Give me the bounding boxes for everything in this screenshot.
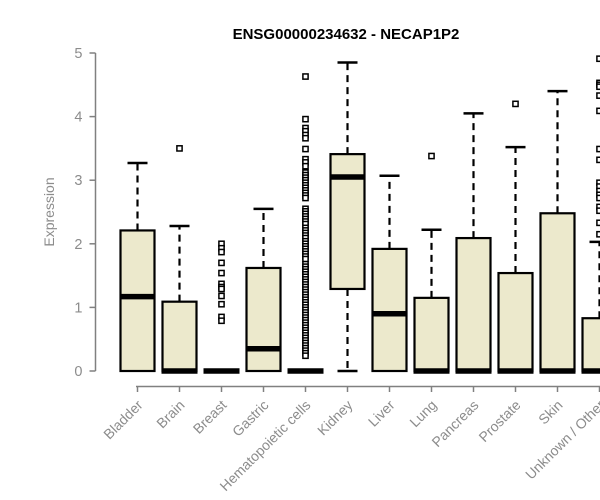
x-tick-label: Skin — [535, 397, 566, 428]
outlier-point-hematopoietic-cells — [302, 134, 309, 142]
outlier-point-breast — [218, 317, 225, 325]
boxplots-group — [119, 55, 600, 374]
outlier-point-hematopoietic-cells — [302, 115, 309, 123]
y-tick-label: 5 — [74, 46, 82, 62]
box-prostate — [497, 271, 534, 373]
outlier-point-lung — [428, 152, 435, 160]
y-tick-label: 4 — [74, 110, 82, 126]
x-tick-label: Prostate — [475, 397, 523, 445]
outlier-point-breast — [218, 292, 225, 300]
x-tick-label: Kidney — [314, 397, 356, 439]
box-bladder — [119, 229, 156, 373]
outlier-point-hematopoietic-cells — [302, 162, 309, 170]
outlier-point-breast — [218, 259, 225, 267]
x-tick-label: Bladder — [100, 397, 146, 443]
outlier-point-breast — [218, 269, 225, 277]
box-unknown-other — [581, 317, 600, 373]
outlier-point-hematopoietic-cells — [302, 73, 309, 80]
x-tick-label: Brain — [153, 397, 187, 431]
outlier-point-brain — [176, 145, 183, 152]
y-tick-label: 1 — [74, 300, 82, 316]
outlier-point-prostate — [512, 100, 519, 108]
x-tick-label: Liver — [365, 397, 398, 430]
outlier-point-breast — [218, 285, 225, 293]
x-tick-label: Breast — [190, 397, 230, 437]
outlier-point-hematopoietic-cells — [302, 352, 309, 360]
y-tick-label: 2 — [74, 237, 82, 253]
outlier-point-breast — [218, 300, 225, 308]
x-tick-label: Lung — [406, 397, 439, 430]
boxplot-canvas: ENSG00000234632 - NECAP1P2 Expression 0 1… — [41, 26, 600, 494]
y-tick-label: 0 — [74, 364, 82, 380]
outlier-point-hematopoietic-cells — [302, 194, 309, 202]
box-liver — [371, 247, 408, 373]
gene-expression-boxplot-figure: ENSG00000234632 - NECAP1P2 Expression 0 1… — [40, 16, 600, 500]
chart-title: ENSG00000234632 - NECAP1P2 — [233, 26, 460, 43]
outlier-point-hematopoietic-cells — [302, 145, 309, 153]
x-tick-label: Pancreas — [428, 397, 481, 450]
box-lung — [413, 296, 450, 373]
box-skin — [539, 212, 576, 373]
y-tick-label: 3 — [74, 173, 82, 189]
box-gastric — [245, 266, 282, 373]
outlier-point-breast — [218, 248, 225, 256]
box-pancreas — [455, 236, 492, 373]
y-axis-title: Expression — [41, 177, 57, 246]
box-brain — [161, 300, 198, 373]
